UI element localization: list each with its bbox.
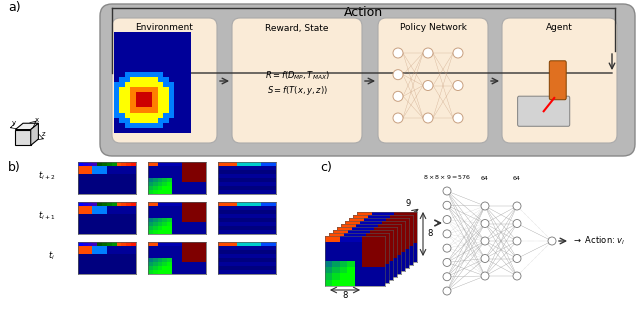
Polygon shape [31,123,38,145]
FancyBboxPatch shape [378,18,488,143]
Circle shape [393,113,403,123]
Circle shape [423,113,433,123]
Text: $t_i$: $t_i$ [48,250,55,262]
Polygon shape [15,123,38,130]
Polygon shape [15,130,31,145]
Circle shape [423,48,433,58]
FancyBboxPatch shape [112,18,217,143]
Text: $\rightarrow$ Action: $v_l$: $\rightarrow$ Action: $v_l$ [572,235,625,247]
Text: Policy Network: Policy Network [399,23,467,33]
Circle shape [513,272,521,280]
Text: 64: 64 [481,176,489,181]
Circle shape [453,81,463,90]
Circle shape [513,202,521,210]
Circle shape [393,70,403,80]
Text: $8\times8\times9=576$: $8\times8\times9=576$ [423,173,471,181]
Text: z: z [42,131,46,137]
Circle shape [393,91,403,101]
Text: $t_{i+1}$: $t_{i+1}$ [38,210,55,222]
Circle shape [481,272,489,280]
Text: Action: Action [344,7,383,20]
Circle shape [443,187,451,195]
Circle shape [548,237,556,245]
Circle shape [513,220,521,228]
FancyBboxPatch shape [549,61,566,100]
Text: y: y [12,120,15,126]
Circle shape [453,48,463,58]
FancyBboxPatch shape [518,96,570,126]
Circle shape [513,237,521,245]
Text: c): c) [320,161,332,174]
Circle shape [481,237,489,245]
Text: $t_{i+2}$: $t_{i+2}$ [38,170,55,182]
FancyBboxPatch shape [502,18,617,143]
Text: $S = f(T(x,y,z))$: $S = f(T(x,y,z))$ [266,84,328,97]
Text: Y Z cross section: Y Z cross section [81,163,134,168]
FancyBboxPatch shape [100,4,635,156]
Text: a): a) [8,2,20,15]
Circle shape [481,202,489,210]
Circle shape [443,273,451,281]
Circle shape [513,254,521,263]
Text: 9: 9 [405,199,410,209]
Circle shape [393,48,403,58]
Text: X-Y cross section: X-Y cross section [152,163,204,168]
Text: Agent: Agent [546,23,573,33]
Circle shape [481,254,489,263]
Text: b): b) [8,161,20,174]
Text: Environment: Environment [136,23,193,33]
Circle shape [443,258,451,266]
Circle shape [481,220,489,228]
Circle shape [443,287,451,295]
FancyBboxPatch shape [232,18,362,143]
Circle shape [443,244,451,252]
Circle shape [423,81,433,90]
Text: X-Z cross section: X-Z cross section [221,163,275,168]
Circle shape [443,201,451,209]
Circle shape [453,113,463,123]
Text: Reward, State: Reward, State [265,23,329,33]
Text: 8: 8 [342,290,348,300]
Circle shape [443,216,451,224]
Text: x: x [35,117,38,123]
Text: $R = f(D_{MP}, T_{MAX})$: $R = f(D_{MP}, T_{MAX})$ [264,69,330,82]
Text: 8: 8 [427,229,433,239]
Text: 64: 64 [513,176,521,181]
Circle shape [443,230,451,238]
